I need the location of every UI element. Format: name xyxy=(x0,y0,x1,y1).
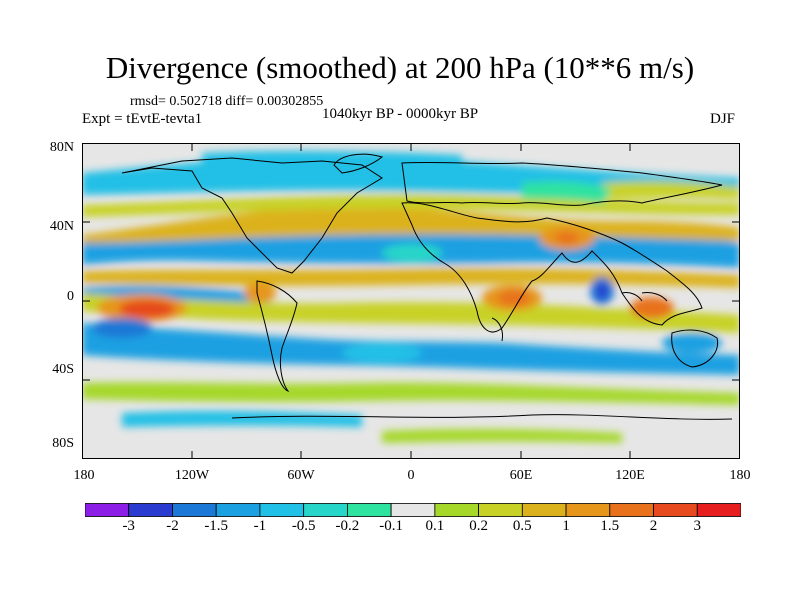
colorbar-swatch xyxy=(478,503,523,517)
colorbar-label: 1 xyxy=(562,518,570,534)
colorbar-swatch xyxy=(85,503,130,517)
colorbar-label: -1 xyxy=(253,518,267,534)
season-label: DJF xyxy=(710,111,736,127)
lat-label-80n: 80N xyxy=(49,140,74,155)
colorbar-swatch xyxy=(521,503,567,517)
lon-label-60e: 60E xyxy=(509,468,533,483)
lon-label-180w: 180 xyxy=(73,468,95,483)
lat-label-80s: 80S xyxy=(52,436,74,451)
colorbar-label: 2 xyxy=(649,518,658,534)
experiment-label: Expt = tEvtE-tevta1 xyxy=(82,111,203,127)
divergence-field xyxy=(82,150,740,443)
colorbar-label: 1.5 xyxy=(600,518,620,534)
colorbar-label: 0.2 xyxy=(469,518,488,534)
colorbar-label: -3 xyxy=(122,518,135,534)
colorbar-swatch xyxy=(390,503,436,517)
colorbar-swatch xyxy=(696,503,741,517)
colorbar-swatch xyxy=(346,503,392,517)
lon-label-120e: 120E xyxy=(615,468,645,483)
figure-title: Divergence (smoothed) at 200 hPa (10**6 … xyxy=(105,50,695,85)
divergence-map xyxy=(82,143,740,459)
rmsd-stats: rmsd= 0.502718 diff= 0.00302855 xyxy=(130,94,324,109)
period-label: 1040kyr BP - 0000kyr BP xyxy=(322,106,479,122)
colorbar-label: 3 xyxy=(693,518,702,534)
colorbar-label: -1.5 xyxy=(204,518,229,534)
colorbar-label: 0.1 xyxy=(425,518,445,534)
colorbar-swatch xyxy=(565,503,611,517)
colorbar-label: -0.1 xyxy=(379,518,403,534)
colorbar-swatch xyxy=(434,503,479,517)
lat-label-40n: 40N xyxy=(49,219,74,234)
colorbar-swatch xyxy=(303,503,348,517)
colorbar-label: -0.2 xyxy=(335,518,360,534)
lon-label-180e: 180 xyxy=(729,468,751,483)
lon-label-0: 0 xyxy=(407,468,415,483)
colorbar-label: -2 xyxy=(166,518,179,534)
lon-label-60w: 60W xyxy=(287,468,315,483)
colorbar xyxy=(85,503,741,517)
colorbar-swatch xyxy=(609,503,654,517)
coastlines xyxy=(121,153,733,420)
colorbar-swatch xyxy=(653,503,698,517)
lat-label-40s: 40S xyxy=(52,362,74,377)
colorbar-swatch xyxy=(259,503,305,517)
colorbar-label: 0.5 xyxy=(512,518,532,534)
colorbar-swatch xyxy=(128,503,173,517)
colorbar-label: -0.5 xyxy=(291,518,316,534)
colorbar-swatch xyxy=(172,503,217,517)
lon-label-120w: 120W xyxy=(174,468,210,483)
map-ticks xyxy=(82,143,740,459)
colorbar-swatch xyxy=(215,503,261,517)
lat-label-equator: 0 xyxy=(67,289,74,304)
